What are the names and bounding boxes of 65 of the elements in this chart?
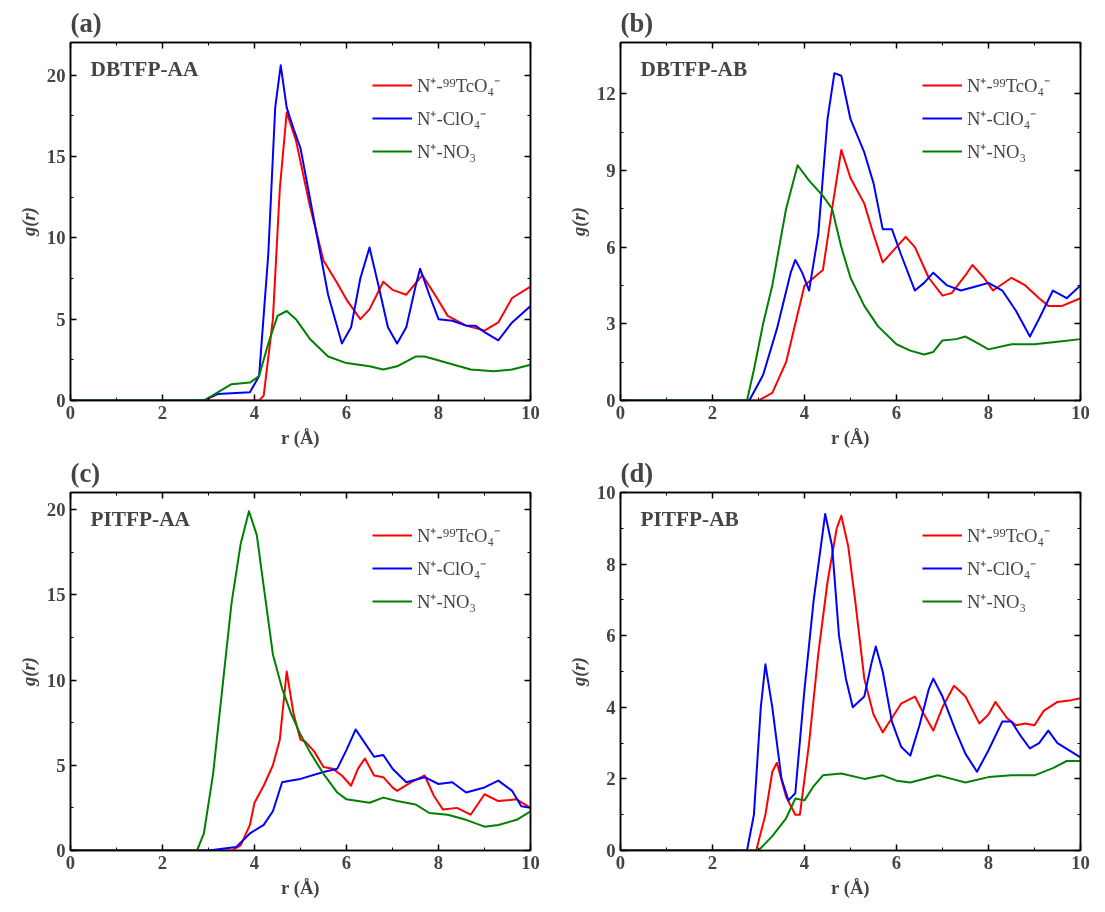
x-tick-label: 6: [341, 851, 352, 873]
x-tick-label: 4: [799, 401, 810, 423]
y-tick-label: 9: [606, 159, 616, 181]
y-tick-label: 2: [606, 768, 616, 790]
text: (a): [70, 7, 102, 38]
text: (b): [620, 7, 654, 38]
text: PITFP-AA: [90, 506, 191, 531]
legend-label: N⁺-NO₃: [416, 140, 477, 163]
legend-label: N⁺-⁹⁹TcO₄⁻: [416, 524, 500, 547]
x-tick-label: 6: [891, 851, 902, 873]
y-tick-label: 20: [46, 499, 66, 521]
y-tick-label: 3: [606, 313, 616, 335]
x-tick-label: 8: [433, 401, 444, 423]
x-axis-title: r (Å): [281, 426, 320, 449]
legend-label: N⁺-⁹⁹TcO₄⁻: [966, 74, 1050, 97]
text: (d): [620, 457, 654, 488]
legend-label: N⁺-ClO₄⁻: [416, 557, 487, 580]
x-tick-label: 8: [433, 851, 444, 873]
text: PITFP-AB: [640, 506, 739, 531]
legend-label: N⁺-ClO₄⁻: [966, 107, 1037, 130]
legend-label: N⁺-NO₃: [416, 590, 477, 613]
legend-label: N⁺-⁹⁹TcO₄⁻: [966, 524, 1050, 547]
x-tick-label: 4: [249, 401, 260, 423]
x-tick-label: 10: [521, 851, 540, 873]
x-tick-label: 6: [891, 401, 902, 423]
x-tick-label: 8: [983, 851, 994, 873]
text: DBTFP-AA: [90, 56, 199, 81]
legend-label: N⁺-NO₃: [966, 140, 1027, 163]
y-tick-label: 10: [596, 482, 616, 503]
y-tick-label: 15: [46, 584, 66, 606]
y-tick-label: 6: [606, 625, 616, 647]
legend-label: N⁺-NO₃: [966, 590, 1027, 613]
y-tick-label: 15: [46, 145, 66, 167]
x-tick-label: 4: [799, 851, 810, 873]
y-axis-title: g(r): [17, 656, 40, 688]
y-tick-label: 8: [606, 553, 616, 575]
x-tick-label: 10: [1071, 851, 1090, 873]
text: (c): [70, 457, 101, 488]
legend-label: N⁺-⁹⁹TcO₄⁻: [416, 74, 500, 97]
x-axis-title: r (Å): [831, 426, 870, 449]
y-tick-label: 20: [46, 64, 66, 86]
text: DBTFP-AB: [640, 56, 748, 81]
y-axis-title: g(r): [17, 206, 40, 238]
legend-label: N⁺-ClO₄⁻: [416, 107, 487, 130]
x-tick-label: 2: [707, 401, 718, 423]
x-tick-label: 8: [983, 401, 994, 423]
x-tick-label: 4: [249, 851, 260, 873]
y-tick-label: 5: [56, 754, 66, 776]
y-tick-label: 4: [606, 696, 616, 718]
y-axis-title: g(r): [567, 206, 590, 238]
y-tick-label: 6: [606, 236, 616, 258]
x-tick-label: 10: [1071, 401, 1090, 423]
x-tick-label: 2: [707, 851, 718, 873]
y-tick-label: 12: [596, 83, 616, 105]
x-axis-title: r (Å): [831, 876, 870, 899]
y-axis-title: g(r): [567, 656, 590, 688]
x-tick-label: 6: [341, 401, 352, 423]
x-tick-label: 10: [521, 401, 540, 423]
y-tick-label: 5: [56, 308, 66, 330]
y-tick-label: 10: [46, 227, 66, 249]
x-tick-label: 2: [157, 401, 168, 423]
x-tick-label: 2: [157, 851, 168, 873]
y-tick-label: 10: [46, 669, 66, 691]
x-axis-title: r (Å): [281, 876, 320, 899]
legend-label: N⁺-ClO₄⁻: [966, 557, 1037, 580]
